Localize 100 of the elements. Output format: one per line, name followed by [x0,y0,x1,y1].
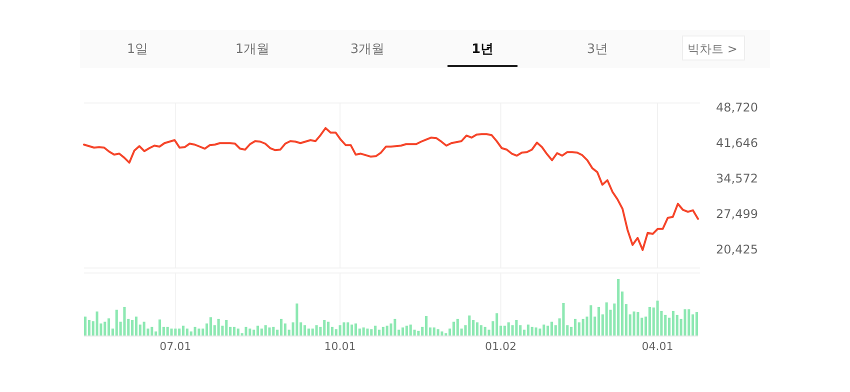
bar [115,310,118,336]
bar [194,326,196,336]
bar [232,326,236,336]
bar [409,324,412,336]
bar [636,312,640,336]
bar [108,318,110,336]
bar [182,326,185,336]
bar [342,322,346,336]
x-tick-label: 07.01 [160,340,192,353]
bar [174,328,177,336]
x-tick-label: 01.02 [485,340,516,353]
bar [311,328,314,336]
bar [632,311,636,336]
bar [374,326,377,336]
bar [515,320,518,336]
bar [425,316,428,336]
bar [84,316,87,336]
bar [170,328,173,336]
bar [198,328,200,336]
bar [574,318,576,336]
bar [530,326,534,336]
bar [684,309,686,336]
bar [323,320,326,336]
bar [225,320,228,336]
bar [503,326,506,336]
y-tick-label: 41,646 [716,136,758,150]
y-tick-label: 48,720 [716,100,758,114]
bar [366,328,369,336]
bar [534,327,538,336]
text: 빅차트 > [688,42,738,56]
bar [695,312,698,336]
bar [546,326,550,336]
bar [244,326,248,336]
bar [96,311,98,336]
bar [456,318,459,336]
bar [260,328,263,336]
bar [386,326,388,336]
bar [656,300,659,336]
bar [296,304,298,336]
bar [542,324,546,336]
bar [394,318,396,336]
bar [284,323,286,336]
bar [350,324,354,336]
bar [334,329,338,336]
bar [178,328,181,336]
bar [370,329,373,336]
bar [597,306,600,336]
text: 1개월 [235,42,270,57]
bar [550,322,553,336]
bar [617,279,620,336]
bar [405,326,408,336]
bar [382,326,384,336]
bar [307,328,310,336]
bar [507,322,510,336]
bar [142,322,146,336]
bar [272,326,275,336]
bar [496,313,498,336]
bar [327,322,330,336]
bar [484,326,486,336]
bar [186,328,188,336]
bar [436,329,440,336]
bar [582,318,584,336]
bar [346,322,350,336]
bar [432,327,436,336]
bar [248,328,252,336]
x-tick-label: 04.01 [642,340,674,353]
bar [252,330,256,336]
bar [664,314,667,336]
bar [468,315,471,336]
bar [131,320,134,336]
bar [88,320,90,336]
bar [303,325,306,336]
bar [280,318,283,336]
bar [362,327,365,336]
text: 3개월 [350,42,385,57]
line-series [83,127,699,251]
bar [378,330,381,336]
bar [562,302,565,336]
bar [134,316,138,336]
y-tick-label: 34,572 [716,171,758,186]
bar [480,325,482,336]
bar [390,323,392,336]
text: 1년 [471,42,494,57]
bar [158,319,162,336]
bar [236,328,240,336]
bar [338,325,342,336]
bar [452,322,455,336]
text: 1일 [126,42,148,57]
bar [676,314,678,336]
bar [476,322,479,336]
bar [354,323,357,336]
bar [217,318,220,336]
y-tick-label: 20,425 [716,242,758,256]
bar [672,310,674,336]
bar [590,305,592,336]
bar [166,326,169,336]
bar [401,327,404,336]
bar [123,306,126,336]
bar [578,322,580,336]
bar [648,306,651,336]
